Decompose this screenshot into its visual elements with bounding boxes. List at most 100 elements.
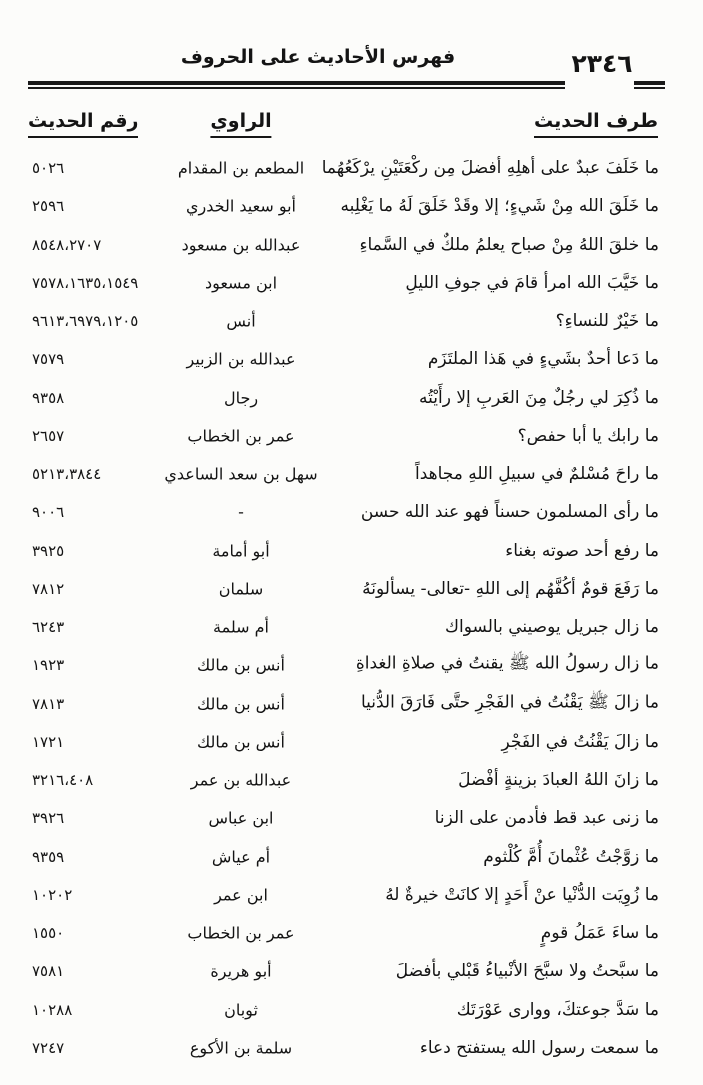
hadith-number-cell: ٥٢١٣،٣٨٤٤ [32, 465, 102, 484]
hadith-text-cell: ما زانَ اللهُ العبادَ بزينةٍ أفْضلَ [458, 770, 659, 791]
hadith-number-cell: ٣٩٢٥ [32, 541, 65, 560]
hadith-number-cell: ٧٥٧٩ [32, 350, 65, 369]
narrator-cell: أبو سعيد الخدري [186, 196, 296, 216]
hadith-text-cell: ما زُوِيَت الدُّنْيا عنْ أَحَدٍ إلا كانَ… [385, 884, 659, 905]
hadith-number-cell: ٨٥٤٨،٢٧٠٧ [32, 235, 102, 254]
table-row: ٣٩٢٦ ابن عباس ما زنى عبد قط فأدمن على ال… [0, 799, 703, 837]
hadith-text-cell: ما سبَّحتُ ولا سبَّحَ الأنْبياءُ قَبْلي … [395, 961, 659, 982]
hadith-number-cell: ١٧٢١ [32, 732, 65, 751]
hadith-text-cell: ما زالَ يَقْنُتُ في الفَجْرِ [501, 731, 660, 752]
hadith-number-cell: ٣٢١٦،٤٠٨ [32, 771, 94, 790]
header-rule-right [634, 81, 665, 89]
hadith-number-cell: ٦٢٤٣ [32, 618, 65, 637]
hadith-text-cell: ما خَلَفَ عبدٌ على أهلِهِ أفضلَ مِن ركْع… [321, 158, 659, 179]
page-number: ٢٣٤٦ [571, 49, 633, 78]
table-row: ٥٠٢٦ المطعم بن المقدام ما خَلَفَ عبدٌ عل… [0, 149, 703, 187]
hadith-number-cell: ٩٠٠٦ [32, 503, 65, 522]
table-row: ٢٥٩٦ أبو سعيد الخدري ما خَلَقَ الله مِنْ… [0, 187, 703, 225]
narrator-cell: عمر بن الخطاب [187, 923, 295, 943]
narrator-cell: أم عياش [211, 847, 271, 867]
narrator-cell: عبدالله بن مسعود [181, 235, 301, 255]
hadith-number-cell: ٩٦١٣،٦٩٧٩،١٢٠٥ [32, 312, 139, 331]
table-column-headers: رقم الحديث الراوي طرف الحديث [0, 106, 703, 148]
hadith-text-cell: ما رابك يا أبا حفص؟ [517, 425, 659, 446]
table-row: ٧٢٤٧ سلمة بن الأكوع ما سمعت رسول الله يس… [0, 1029, 703, 1067]
hadith-number-cell: ٥٠٢٦ [32, 159, 65, 178]
table-row: ٩٠٠٦ - ما رأى المسلمون حسناً فهو عند الل… [0, 493, 703, 531]
hadith-number-cell: ٣٩٢٦ [32, 809, 65, 828]
table-row: ٢٦٥٧ عمر بن الخطاب ما رابك يا أبا حفص؟ [0, 417, 703, 455]
table-row: ٥٢١٣،٣٨٤٤ سهل بن سعد الساعدي ما راحَ مُس… [0, 455, 703, 493]
hadith-number-cell: ٧٨١٢ [32, 579, 65, 598]
table-row: ٨٥٤٨،٢٧٠٧ عبدالله بن مسعود ما خلقَ اللهُ… [0, 226, 703, 264]
hadith-number-cell: ٧٥٧٨،١٦٣٥،١٥٤٩ [32, 273, 139, 292]
table-row: ٩٣٥٩ أم عياش ما زوَّجْتُ عُثْمانَ أُمَّ … [0, 838, 703, 876]
narrator-cell: المطعم بن المقدام [177, 158, 305, 178]
table-row: ١٠٢٨٨ ثوبان ما سَدَّ جوعتكَ، ووارى عَوْر… [0, 991, 703, 1029]
hadith-text-cell: ما رَفَعَ قومٌ أكُفَّهُم إلى اللهِ -تعال… [362, 578, 659, 599]
hadith-text-cell: ما راحَ مُسْلمٌ في سبيلِ اللهِ مجاهداً [414, 464, 659, 485]
hadith-text-cell: ما زالَ ﷺ يَقْنُتُ في الفَجْرِ حتَّى فَا… [360, 692, 659, 713]
hadith-number-cell: ١٩٢٣ [32, 656, 65, 675]
hadith-number-cell: ١٥٥٠ [32, 924, 65, 943]
table-row: ٧٨١٢ سلمان ما رَفَعَ قومٌ أكُفَّهُم إلى … [0, 570, 703, 608]
hadith-number-cell: ٢٦٥٧ [32, 426, 65, 445]
hadith-text-cell: ما ذُكِرَ لي رجُلٌ مِنَ العَربِ إلا رأَي… [419, 387, 659, 408]
hadith-text-cell: ما رأى المسلمون حسناً فهو عند الله حسن [360, 502, 659, 523]
narrator-cell: ابن عباس [208, 808, 274, 828]
narrator-cell: ابن مسعود [204, 273, 278, 293]
narrator-cell: عمر بن الخطاب [187, 426, 295, 446]
table-row: ٩٦١٣،٦٩٧٩،١٢٠٥ أنس ما خَيْرٌ للنساءِ؟ [0, 302, 703, 340]
hadith-text-cell: ما خَلَقَ الله مِنْ شَيءٍ؛ إلا وقَدْ خَل… [340, 196, 659, 217]
hadith-number-cell: ٢٥٩٦ [32, 197, 65, 216]
hadith-text-cell: ما زال رسولُ الله ﷺ يقنتُ في صلاةِ الغدا… [355, 653, 659, 674]
table-row: ٧٥٧٨،١٦٣٥،١٥٤٩ ابن مسعود ما خَيَّبَ الله… [0, 264, 703, 302]
narrator-cell: أنس بن مالك [197, 694, 285, 714]
hadith-text-cell: ما سمعت رسول الله يستفتح دعاء [419, 1037, 659, 1058]
hadith-number-cell: ٧٨١٣ [32, 694, 65, 713]
hadith-number-cell: ١٠٢٠٢ [32, 885, 73, 904]
narrator-cell: أم سلمة [213, 617, 269, 637]
hadith-text-cell: ما خلقَ اللهُ مِنْ صباح يعلمُ ملكٌ في ال… [359, 234, 659, 255]
narrator-cell: أنس بن مالك [197, 655, 285, 675]
hadith-index-table: ٥٠٢٦ المطعم بن المقدام ما خَلَفَ عبدٌ عل… [0, 149, 703, 1067]
hadith-text-cell: ما زنى عبد قط فأدمن على الزنا [434, 808, 659, 829]
narrator-cell: - [238, 502, 244, 522]
narrator-cell: أنس بن مالك [197, 732, 285, 752]
hadith-text-cell: ما رفع أحد صوته بغناء [505, 540, 659, 561]
table-row: ٦٢٤٣ أم سلمة ما زال جبريل يوصيني بالسواك [0, 608, 703, 646]
hadith-text-cell: ما خَيَّبَ الله امرأ قامَ في جوفِ الليلِ [405, 272, 659, 293]
hadith-text-cell: ما زال جبريل يوصيني بالسواك [445, 617, 659, 638]
hadith-text-cell: ما دَعا أحدٌ بشَيءٍ في هَذا الملتَزَم [427, 349, 659, 370]
table-row: ١٥٥٠ عمر بن الخطاب ما ساءَ عَمَلُ قومٍ [0, 914, 703, 952]
table-row: ١٧٢١ أنس بن مالك ما زالَ يَقْنُتُ في الف… [0, 723, 703, 761]
column-header-hadith-number: رقم الحديث [28, 110, 139, 138]
hadith-number-cell: ٩٣٥٩ [32, 847, 65, 866]
narrator-cell: ثوبان [224, 1000, 258, 1020]
table-row: ١٠٢٠٢ ابن عمر ما زُوِيَت الدُّنْيا عنْ أ… [0, 876, 703, 914]
narrator-cell: عبدالله بن عمر [190, 770, 292, 790]
table-row: ٣٩٢٥ أبو أمامة ما رفع أحد صوته بغناء [0, 532, 703, 570]
narrator-cell: ابن عمر [214, 885, 268, 905]
hadith-text-cell: ما سَدَّ جوعتكَ، ووارى عَوْرَتَك [456, 999, 659, 1020]
table-row: ٧٨١٣ أنس بن مالك ما زالَ ﷺ يَقْنُتُ في ا… [0, 685, 703, 723]
hadith-number-cell: ٧٢٤٧ [32, 1038, 65, 1057]
table-row: ٣٢١٦،٤٠٨ عبدالله بن عمر ما زانَ اللهُ ال… [0, 761, 703, 799]
table-row: ٧٥٨١ أبو هريرة ما سبَّحتُ ولا سبَّحَ الأ… [0, 952, 703, 990]
header-rule-main [28, 81, 565, 89]
narrator-cell: أنس [226, 311, 256, 331]
table-row: ٧٥٧٩ عبدالله بن الزبير ما دَعا أحدٌ بشَي… [0, 340, 703, 378]
narrator-cell: رجال [223, 388, 259, 408]
narrator-cell: سلمان [218, 579, 264, 599]
narrator-cell: أبو هريرة [210, 961, 272, 981]
narrator-cell: سهل بن سعد الساعدي [164, 464, 318, 484]
hadith-number-cell: ٧٥٨١ [32, 962, 65, 981]
column-header-hadith-text: طرف الحديث [534, 110, 658, 138]
hadith-number-cell: ٩٣٥٨ [32, 388, 65, 407]
narrator-cell: سلمة بن الأكوع [189, 1038, 293, 1058]
hadith-text-cell: ما ساءَ عَمَلُ قومٍ [540, 923, 659, 944]
table-row: ١٩٢٣ أنس بن مالك ما زال رسولُ الله ﷺ يقن… [0, 646, 703, 684]
hadith-text-cell: ما خَيْرٌ للنساءِ؟ [555, 311, 659, 332]
hadith-text-cell: ما زوَّجْتُ عُثْمانَ أُمَّ كُلْثوم [483, 846, 659, 867]
